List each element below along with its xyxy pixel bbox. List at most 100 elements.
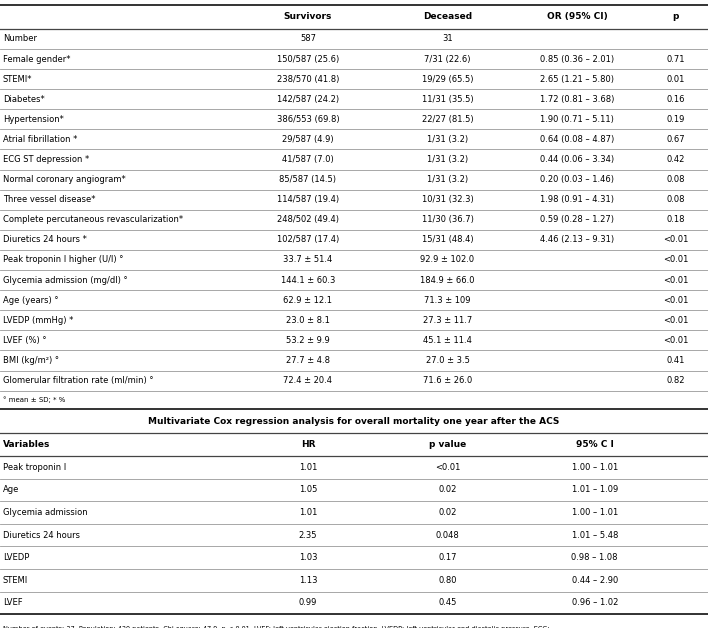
Text: ° mean ± SD; * %: ° mean ± SD; * % <box>3 397 65 403</box>
Text: 0.44 (0.06 – 3.34): 0.44 (0.06 – 3.34) <box>540 155 614 164</box>
Text: Peak troponin I higher (U/l) °: Peak troponin I higher (U/l) ° <box>3 256 123 264</box>
Text: Variables: Variables <box>3 440 50 449</box>
Text: Age (years) °: Age (years) ° <box>3 296 58 305</box>
Text: 142/587 (24.2): 142/587 (24.2) <box>277 95 339 104</box>
Text: 0.16: 0.16 <box>666 95 685 104</box>
Text: 0.99: 0.99 <box>299 598 317 607</box>
Text: 0.41: 0.41 <box>666 356 685 365</box>
Text: <0.01: <0.01 <box>663 276 688 284</box>
Text: 0.20 (0.03 – 1.46): 0.20 (0.03 – 1.46) <box>540 175 614 184</box>
Text: 0.67: 0.67 <box>666 135 685 144</box>
Text: 1.13: 1.13 <box>299 576 317 585</box>
Text: 11/31 (35.5): 11/31 (35.5) <box>422 95 473 104</box>
Text: 386/553 (69.8): 386/553 (69.8) <box>277 115 339 124</box>
Text: 1.00 – 1.01: 1.00 – 1.01 <box>571 463 618 472</box>
Text: 53.2 ± 9.9: 53.2 ± 9.9 <box>286 336 330 345</box>
Text: 71.6 ± 26.0: 71.6 ± 26.0 <box>423 376 472 385</box>
Text: Diuretics 24 hours *: Diuretics 24 hours * <box>3 236 86 244</box>
Text: 0.08: 0.08 <box>666 175 685 184</box>
Text: 184.9 ± 66.0: 184.9 ± 66.0 <box>421 276 474 284</box>
Text: LVEDP (mmHg) *: LVEDP (mmHg) * <box>3 316 73 325</box>
Text: <0.01: <0.01 <box>663 296 688 305</box>
Text: 33.7 ± 51.4: 33.7 ± 51.4 <box>283 256 333 264</box>
Text: 29/587 (4.9): 29/587 (4.9) <box>282 135 333 144</box>
Text: LVEDP: LVEDP <box>3 553 29 562</box>
Text: 27.7 ± 4.8: 27.7 ± 4.8 <box>286 356 330 365</box>
Text: 1.03: 1.03 <box>299 553 317 562</box>
Text: 27.0 ± 3.5: 27.0 ± 3.5 <box>426 356 469 365</box>
Text: Survivors: Survivors <box>284 13 332 21</box>
Text: Number: Number <box>3 35 37 43</box>
Text: 114/587 (19.4): 114/587 (19.4) <box>277 195 339 204</box>
Text: OR (95% CI): OR (95% CI) <box>547 13 607 21</box>
Text: 45.1 ± 11.4: 45.1 ± 11.4 <box>423 336 472 345</box>
Text: 248/502 (49.4): 248/502 (49.4) <box>277 215 339 224</box>
Text: 102/587 (17.4): 102/587 (17.4) <box>277 236 339 244</box>
Text: 85/587 (14.5): 85/587 (14.5) <box>280 175 336 184</box>
Text: 4.46 (2.13 – 9.31): 4.46 (2.13 – 9.31) <box>540 236 614 244</box>
Text: 1.72 (0.81 – 3.68): 1.72 (0.81 – 3.68) <box>539 95 615 104</box>
Text: 0.18: 0.18 <box>666 215 685 224</box>
Text: 7/31 (22.6): 7/31 (22.6) <box>424 55 471 63</box>
Text: 41/587 (7.0): 41/587 (7.0) <box>282 155 334 164</box>
Text: Multivariate Cox regression analysis for overall mortality one year after the AC: Multivariate Cox regression analysis for… <box>148 417 560 426</box>
Text: 150/587 (25.6): 150/587 (25.6) <box>277 55 339 63</box>
Text: Diabetes*: Diabetes* <box>3 95 45 104</box>
Text: <0.01: <0.01 <box>663 336 688 345</box>
Text: <0.01: <0.01 <box>663 236 688 244</box>
Text: 72.4 ± 20.4: 72.4 ± 20.4 <box>283 376 333 385</box>
Text: Number of events: 37. Population: 430 patients. Chi-square: 47.9, p < 0.01. LVEF: Number of events: 37. Population: 430 pa… <box>3 626 549 628</box>
Text: LVEF (%) °: LVEF (%) ° <box>3 336 46 345</box>
Text: 0.01: 0.01 <box>666 75 685 84</box>
Text: 1.00 – 1.01: 1.00 – 1.01 <box>571 508 618 517</box>
Text: 0.44 – 2.90: 0.44 – 2.90 <box>571 576 618 585</box>
Text: 92.9 ± 102.0: 92.9 ± 102.0 <box>421 256 474 264</box>
Text: 238/570 (41.8): 238/570 (41.8) <box>277 75 339 84</box>
Text: 144.1 ± 60.3: 144.1 ± 60.3 <box>281 276 335 284</box>
Text: Normal coronary angiogram*: Normal coronary angiogram* <box>3 175 125 184</box>
Text: 15/31 (48.4): 15/31 (48.4) <box>422 236 473 244</box>
Text: Peak troponin I: Peak troponin I <box>3 463 66 472</box>
Text: 1.05: 1.05 <box>299 485 317 494</box>
Text: Female gender*: Female gender* <box>3 55 70 63</box>
Text: HR: HR <box>301 440 315 449</box>
Text: 0.45: 0.45 <box>438 598 457 607</box>
Text: Age: Age <box>3 485 19 494</box>
Text: 0.02: 0.02 <box>438 508 457 517</box>
Text: 1.01 – 1.09: 1.01 – 1.09 <box>571 485 618 494</box>
Text: 0.19: 0.19 <box>666 115 685 124</box>
Text: Deceased: Deceased <box>423 13 472 21</box>
Text: 27.3 ± 11.7: 27.3 ± 11.7 <box>423 316 472 325</box>
Text: 0.08: 0.08 <box>666 195 685 204</box>
Text: 11/30 (36.7): 11/30 (36.7) <box>421 215 474 224</box>
Text: 0.17: 0.17 <box>438 553 457 562</box>
Text: 0.64 (0.08 – 4.87): 0.64 (0.08 – 4.87) <box>540 135 614 144</box>
Text: <0.01: <0.01 <box>663 316 688 325</box>
Text: Atrial fibrillation *: Atrial fibrillation * <box>3 135 77 144</box>
Text: 0.048: 0.048 <box>435 531 459 539</box>
Text: 71.3 ± 109: 71.3 ± 109 <box>424 296 471 305</box>
Text: 0.82: 0.82 <box>666 376 685 385</box>
Text: Glomerular filtration rate (ml/min) °: Glomerular filtration rate (ml/min) ° <box>3 376 154 385</box>
Text: 1.90 (0.71 – 5.11): 1.90 (0.71 – 5.11) <box>540 115 614 124</box>
Text: STEMI: STEMI <box>3 576 28 585</box>
Text: 587: 587 <box>300 35 316 43</box>
Text: 0.98 – 1.08: 0.98 – 1.08 <box>571 553 618 562</box>
Text: 1/31 (3.2): 1/31 (3.2) <box>427 175 468 184</box>
Text: 0.71: 0.71 <box>666 55 685 63</box>
Text: ECG ST depression *: ECG ST depression * <box>3 155 89 164</box>
Text: 1/31 (3.2): 1/31 (3.2) <box>427 155 468 164</box>
Text: Hypertension*: Hypertension* <box>3 115 64 124</box>
Text: 23.0 ± 8.1: 23.0 ± 8.1 <box>286 316 330 325</box>
Text: 0.96 – 1.02: 0.96 – 1.02 <box>571 598 618 607</box>
Text: 1/31 (3.2): 1/31 (3.2) <box>427 135 468 144</box>
Text: 31: 31 <box>442 35 453 43</box>
Text: 0.42: 0.42 <box>666 155 685 164</box>
Text: 0.02: 0.02 <box>438 485 457 494</box>
Text: Glycemia admission (mg/dl) °: Glycemia admission (mg/dl) ° <box>3 276 127 284</box>
Text: 1.98 (0.91 – 4.31): 1.98 (0.91 – 4.31) <box>540 195 614 204</box>
Text: 2.65 (1.21 – 5.80): 2.65 (1.21 – 5.80) <box>540 75 614 84</box>
Text: 22/27 (81.5): 22/27 (81.5) <box>422 115 473 124</box>
Text: BMI (kg/m²) °: BMI (kg/m²) ° <box>3 356 59 365</box>
Text: 2.35: 2.35 <box>299 531 317 539</box>
